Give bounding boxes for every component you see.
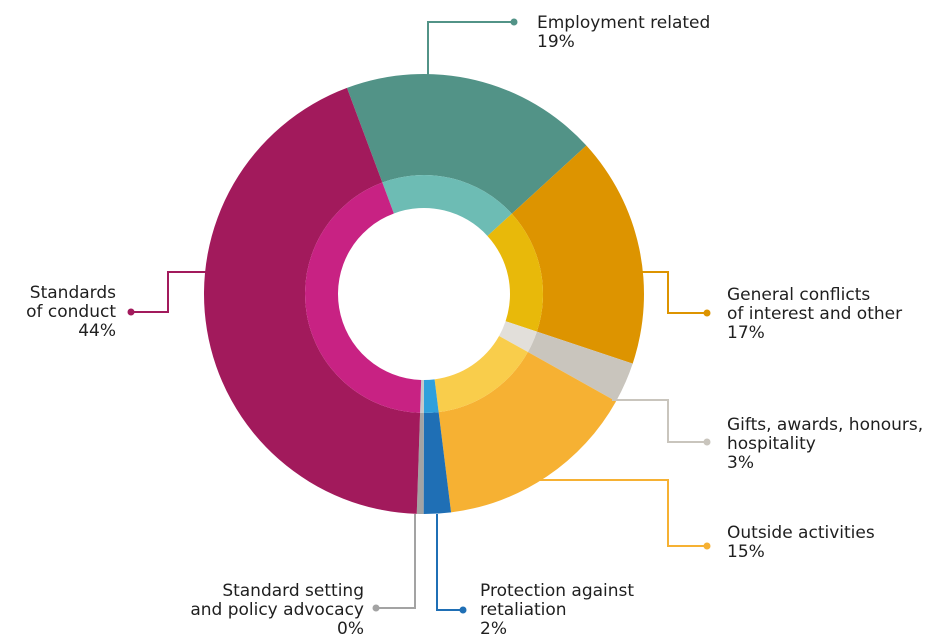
- label-standards: Standards of conduct 44%: [26, 283, 116, 341]
- callout-line-outside: [540, 479, 707, 547]
- slice-outer-standards: [204, 87, 421, 514]
- chart-labels: Employment related 19%General conflicts of…: [26, 13, 923, 636]
- callout-dot-protection: [459, 606, 467, 614]
- label-gifts: Gifts, awards, honours, hospitality 3%: [727, 415, 923, 473]
- category-label-standard_setting: Standard setting: [222, 581, 364, 601]
- value-label-protection: 2%: [480, 619, 507, 636]
- category-label-outside: Outside activities: [727, 523, 875, 543]
- label-outside: Outside activities 15%: [727, 523, 875, 562]
- category-label-protection: Protection against: [480, 581, 634, 601]
- category-label-general: of interest and other: [727, 304, 902, 324]
- callout-line-general: [640, 271, 707, 314]
- slice-inner-gifts: [499, 321, 537, 353]
- slice-outer-protection: [423, 412, 452, 515]
- callout-line-standards: [131, 271, 206, 313]
- slice-outer-outside: [438, 352, 617, 513]
- category-label-gifts: hospitality: [727, 434, 816, 454]
- callout-dot-gifts: [703, 438, 711, 446]
- slice-inner-general: [487, 213, 543, 332]
- callout-dot-general: [703, 309, 711, 317]
- label-protection: Protection against retaliation 2%: [480, 581, 634, 636]
- category-label-standard_setting: and policy advocacy: [190, 600, 364, 620]
- callout-line-gifts: [612, 399, 707, 443]
- label-employment: Employment related 19%: [537, 13, 710, 52]
- callout-dot-employment: [510, 18, 518, 26]
- slice-outer-standard_setting: [416, 412, 424, 514]
- callout-line-employment: [427, 21, 514, 78]
- callout-line-protection: [436, 514, 463, 611]
- chart-callout-lines: [127, 18, 711, 614]
- category-label-gifts: Gifts, awards, honours,: [727, 415, 923, 435]
- callout-dot-standard_setting: [372, 604, 380, 612]
- callout-dot-outside: [703, 542, 711, 550]
- label-standard_setting: Standard setting and policy advocacy 0%: [190, 581, 364, 636]
- callout-dot-standards: [127, 308, 135, 316]
- category-label-standards: Standards: [30, 283, 116, 303]
- slice-outer-general: [511, 145, 644, 364]
- slice-inner-standard_setting: [420, 379, 424, 413]
- value-label-standard_setting: 0%: [337, 619, 364, 636]
- value-label-standards: 44%: [78, 321, 116, 341]
- category-label-protection: retaliation: [480, 600, 567, 620]
- label-general: General conflicts of interest and other 17…: [727, 285, 902, 343]
- value-label-employment: 19%: [537, 32, 575, 52]
- category-label-general: General conflicts: [727, 285, 870, 305]
- category-label-employment: Employment related: [537, 13, 710, 33]
- slice-outer-gifts: [527, 331, 633, 402]
- value-label-general: 17%: [727, 323, 765, 343]
- slice-inner-employment: [382, 175, 512, 236]
- slice-outer-employment: [346, 74, 587, 214]
- callout-line-standard_setting: [376, 514, 416, 609]
- chart-slices: [204, 74, 644, 515]
- value-label-outside: 15%: [727, 542, 765, 562]
- category-label-standards: of conduct: [26, 302, 116, 322]
- value-label-gifts: 3%: [727, 453, 754, 473]
- slice-inner-standards: [305, 182, 422, 413]
- slice-inner-outside: [434, 335, 528, 413]
- slice-inner-protection: [423, 379, 439, 413]
